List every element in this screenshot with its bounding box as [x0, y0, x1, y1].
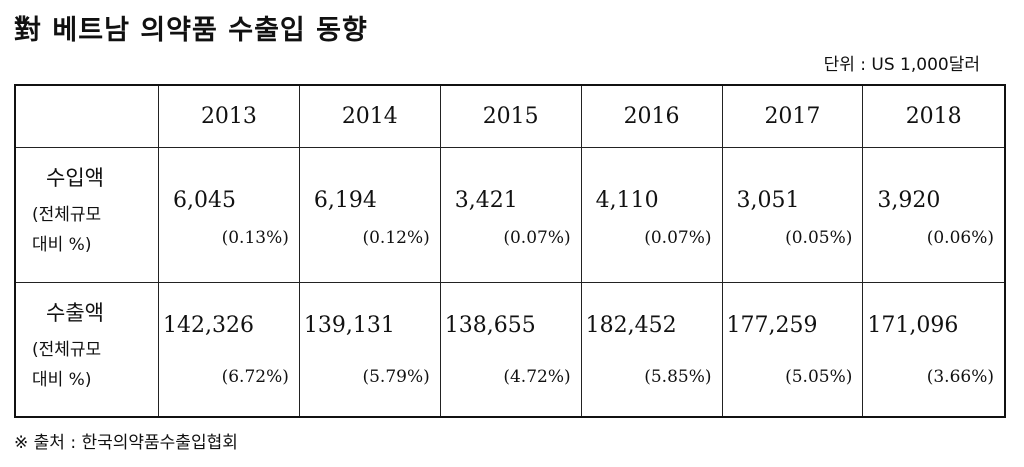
table-cell: 6,194 (0.12%) — [298, 146, 441, 283]
table-row-export: 수출액 (전체규모 대비 %) 142,326 (6.72%) 139,131 (5… — [14, 281, 1006, 418]
year-header: 2014 — [298, 84, 441, 148]
row-sublabel-line2: 대비 %) — [32, 234, 92, 255]
cell-percent: (3.66%) — [926, 366, 994, 387]
unit-note: 단위 : US 1,000달러 — [823, 55, 980, 75]
cell-value: 142,326 — [163, 312, 254, 338]
cell-percent: (4.72%) — [503, 366, 571, 387]
cell-value: 6,194 — [313, 187, 377, 213]
row-sublabel: (전체규모 대비 %) — [32, 200, 158, 260]
table-cell: 3,051 (0.05%) — [721, 146, 864, 283]
table-cell: 142,326 (6.72%) — [158, 281, 300, 418]
cell-percent: (0.05%) — [785, 227, 853, 248]
year-header: 2016 — [580, 84, 723, 148]
source-note: ※ 출처 : 한국의약품수출입협회 — [14, 433, 238, 453]
year-header: 2013 — [158, 84, 300, 148]
table-cell: 182,452 (5.85%) — [580, 281, 723, 418]
cell-percent: (6.72%) — [221, 366, 289, 387]
cell-percent: (0.07%) — [644, 227, 712, 248]
cell-value: 171,096 — [867, 312, 959, 338]
row-sublabel: (전체규모 대비 %) — [32, 335, 158, 395]
row-sublabel-line2: 대비 %) — [32, 369, 92, 390]
table-cell: 138,655 (4.72%) — [439, 281, 582, 418]
cell-percent: (0.12%) — [362, 227, 430, 248]
cell-value: 138,655 — [444, 312, 536, 338]
cell-value: 139,131 — [303, 312, 395, 338]
table-cell: 171,096 (3.66%) — [862, 281, 1006, 418]
year-header: 2018 — [862, 84, 1006, 148]
year-header: 2017 — [721, 84, 864, 148]
cell-value: 177,259 — [726, 312, 818, 338]
table-cell: 4,110 (0.07%) — [580, 146, 723, 283]
cell-value: 3,920 — [877, 187, 941, 213]
table-cell: 3,920 (0.06%) — [862, 146, 1006, 283]
table-cell: 3,421 (0.07%) — [439, 146, 582, 283]
cell-value: 3,051 — [736, 187, 800, 213]
row-header-export: 수출액 (전체규모 대비 %) — [14, 281, 159, 418]
cell-value: 182,452 — [585, 312, 677, 338]
row-sublabel-line1: (전체규모 — [32, 204, 102, 225]
row-sublabel-line1: (전체규모 — [32, 339, 102, 360]
table-cell: 139,131 (5.79%) — [298, 281, 441, 418]
year-header: 2015 — [439, 84, 582, 148]
table-header-row: 2013 2014 2015 2016 2017 2018 — [14, 84, 1006, 148]
row-label: 수출액 — [46, 300, 104, 325]
cell-percent: (5.85%) — [644, 366, 712, 387]
trade-table: 2013 2014 2015 2016 2017 2018 수입액 (전체규모 … — [14, 84, 1006, 418]
cell-percent: (5.05%) — [785, 366, 853, 387]
cell-value: 3,421 — [454, 187, 518, 213]
page-title: 對 베트남 의약품 수출입 동향 — [14, 15, 368, 46]
cell-value: 6,045 — [173, 187, 236, 213]
cell-percent: (5.79%) — [362, 366, 430, 387]
row-label: 수입액 — [46, 165, 104, 190]
table-row-import: 수입액 (전체규모 대비 %) 6,045 (0.13%) 6,194 (0.12%… — [14, 146, 1006, 283]
table-cell: 177,259 (5.05%) — [721, 281, 864, 418]
cell-value: 4,110 — [595, 187, 659, 213]
cell-percent: (0.13%) — [221, 227, 289, 248]
cell-percent: (0.07%) — [503, 227, 571, 248]
corner-cell — [14, 84, 159, 148]
row-header-import: 수입액 (전체규모 대비 %) — [14, 146, 159, 283]
cell-percent: (0.06%) — [926, 227, 994, 248]
table-cell: 6,045 (0.13%) — [158, 146, 300, 283]
